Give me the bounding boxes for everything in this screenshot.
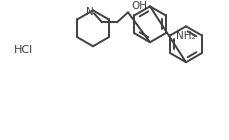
Text: OH: OH	[131, 1, 146, 11]
Text: HCl: HCl	[14, 45, 33, 55]
Text: NH₂: NH₂	[175, 31, 195, 41]
Text: N: N	[86, 7, 93, 17]
